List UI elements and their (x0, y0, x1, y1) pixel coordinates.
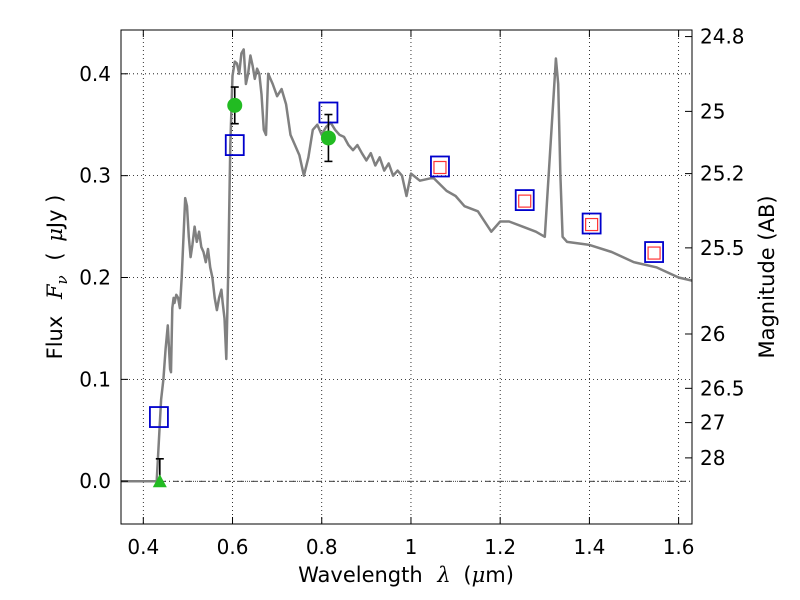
x-tick-label: 0.8 (306, 535, 338, 559)
y-axis-label-unit-open: ( (43, 252, 67, 260)
x-axis-label-symbol: λ (436, 563, 450, 587)
y2-tick-label: 26 (700, 322, 725, 346)
y-axis-label-symbol: F (43, 283, 67, 300)
y-tick-label: 0.0 (79, 469, 111, 493)
x-tick-label: 1.2 (484, 535, 516, 559)
model-photometry-square (430, 155, 450, 178)
y-tick-label: 0.1 (79, 367, 111, 391)
x-tick-label: 0.4 (127, 535, 159, 559)
x-tick-label: 1 (405, 535, 418, 559)
photometry-small-square (433, 160, 447, 175)
y2-tick-label: 27 (700, 411, 725, 435)
y-axis-label-unit-rest: Jy ) (43, 195, 67, 231)
y-tick-label: 0.3 (79, 164, 111, 188)
model-photometry-square (514, 189, 535, 211)
y2-tick-label: 25 (700, 99, 725, 123)
photometry-small-square (647, 246, 661, 260)
y2-tick-label: 28 (700, 446, 725, 470)
model-photometry-square (149, 406, 169, 428)
x-tick-label: 0.6 (217, 535, 249, 559)
model-photometry-square (644, 241, 664, 263)
y-axis-label-text: Flux (43, 316, 67, 360)
detection-point (227, 97, 243, 113)
x-tick-label: 1.4 (573, 535, 605, 559)
x-axis-label-unit-rest: m) (485, 563, 514, 587)
sed-model-line (121, 48, 693, 483)
y2-axis-label: Magnitude (AB) (755, 195, 779, 358)
photometry-small-square (518, 194, 532, 208)
x-axis-label: Wavelength λ (μm) (298, 563, 514, 587)
plot-background (121, 30, 692, 524)
y-axis-label-unit-mu: μ (43, 228, 67, 242)
series-layer (121, 48, 693, 488)
photometry-small-square (585, 217, 599, 232)
plot-frame (120, 29, 693, 525)
detection-point (320, 130, 336, 146)
model-photometry-square (581, 212, 602, 235)
x-axis-label-unit-open: ( (463, 563, 471, 587)
y-axis-label-subscript: ν (53, 275, 71, 284)
y2-tick-label: 26.5 (700, 376, 745, 400)
y2-tick-label: 25.5 (700, 236, 745, 260)
tick-labels: 0.4 0.6 0.8 1 1.2 1.4 1.6 0.0 0.1 0.2 0.3 0.4 24.8 25… (79, 25, 744, 559)
upper-limit-triangle (152, 474, 167, 488)
axis-ticks (121, 30, 692, 524)
y-axis-label: Flux Fν ( μJy ) (43, 195, 72, 360)
y2-tick-label: 25.2 (700, 162, 745, 186)
x-axis-label-text: Wavelength (298, 563, 423, 587)
y-tick-label: 0.4 (79, 62, 111, 86)
x-axis-label-unit-mu: μ (472, 563, 486, 587)
y-tick-label: 0.2 (79, 266, 111, 290)
y2-tick-label: 24.8 (700, 25, 745, 49)
x-tick-label: 1.6 (663, 535, 695, 559)
model-photometry-square (224, 134, 245, 156)
